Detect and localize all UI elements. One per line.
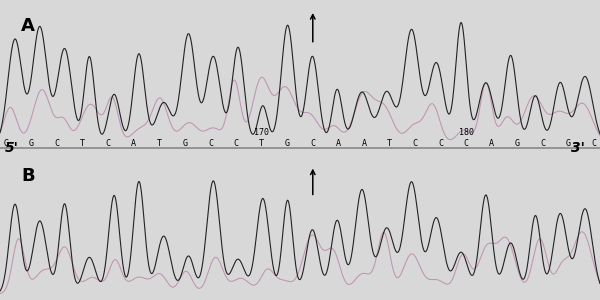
Text: 170: 170 (254, 128, 269, 137)
Text: A: A (361, 140, 367, 148)
Text: G: G (566, 140, 571, 148)
Text: C: C (541, 140, 545, 148)
Text: G: G (4, 140, 8, 148)
Text: T: T (157, 140, 162, 148)
Text: B: B (21, 167, 35, 185)
Text: G: G (285, 140, 290, 148)
Text: C: C (208, 140, 213, 148)
Text: 5': 5' (5, 141, 19, 154)
Text: C: C (592, 140, 596, 148)
Text: T: T (80, 140, 85, 148)
Text: G: G (515, 140, 520, 148)
Text: T: T (387, 140, 392, 148)
Text: G: G (182, 140, 187, 148)
Text: G: G (29, 140, 34, 148)
Text: 3': 3' (571, 141, 585, 154)
Text: A: A (131, 140, 136, 148)
Text: A: A (336, 140, 341, 148)
Text: C: C (413, 140, 418, 148)
Text: A: A (21, 17, 35, 35)
Text: C: C (464, 140, 469, 148)
Text: 180: 180 (458, 128, 473, 137)
Text: A: A (489, 140, 494, 148)
Text: C: C (438, 140, 443, 148)
Text: C: C (233, 140, 239, 148)
Text: C: C (310, 140, 315, 148)
Text: C: C (106, 140, 111, 148)
Text: T: T (259, 140, 264, 148)
Text: C: C (55, 140, 59, 148)
